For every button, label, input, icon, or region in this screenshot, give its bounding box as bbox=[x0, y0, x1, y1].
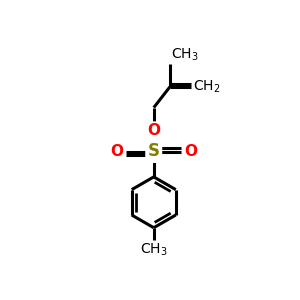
Text: O: O bbox=[184, 144, 197, 159]
Text: CH$_3$: CH$_3$ bbox=[140, 242, 168, 258]
Text: CH$_3$: CH$_3$ bbox=[171, 46, 199, 63]
Text: CH$_2$: CH$_2$ bbox=[193, 79, 220, 95]
Text: O: O bbox=[147, 123, 160, 138]
Text: O: O bbox=[110, 144, 123, 159]
Text: S: S bbox=[148, 142, 160, 160]
